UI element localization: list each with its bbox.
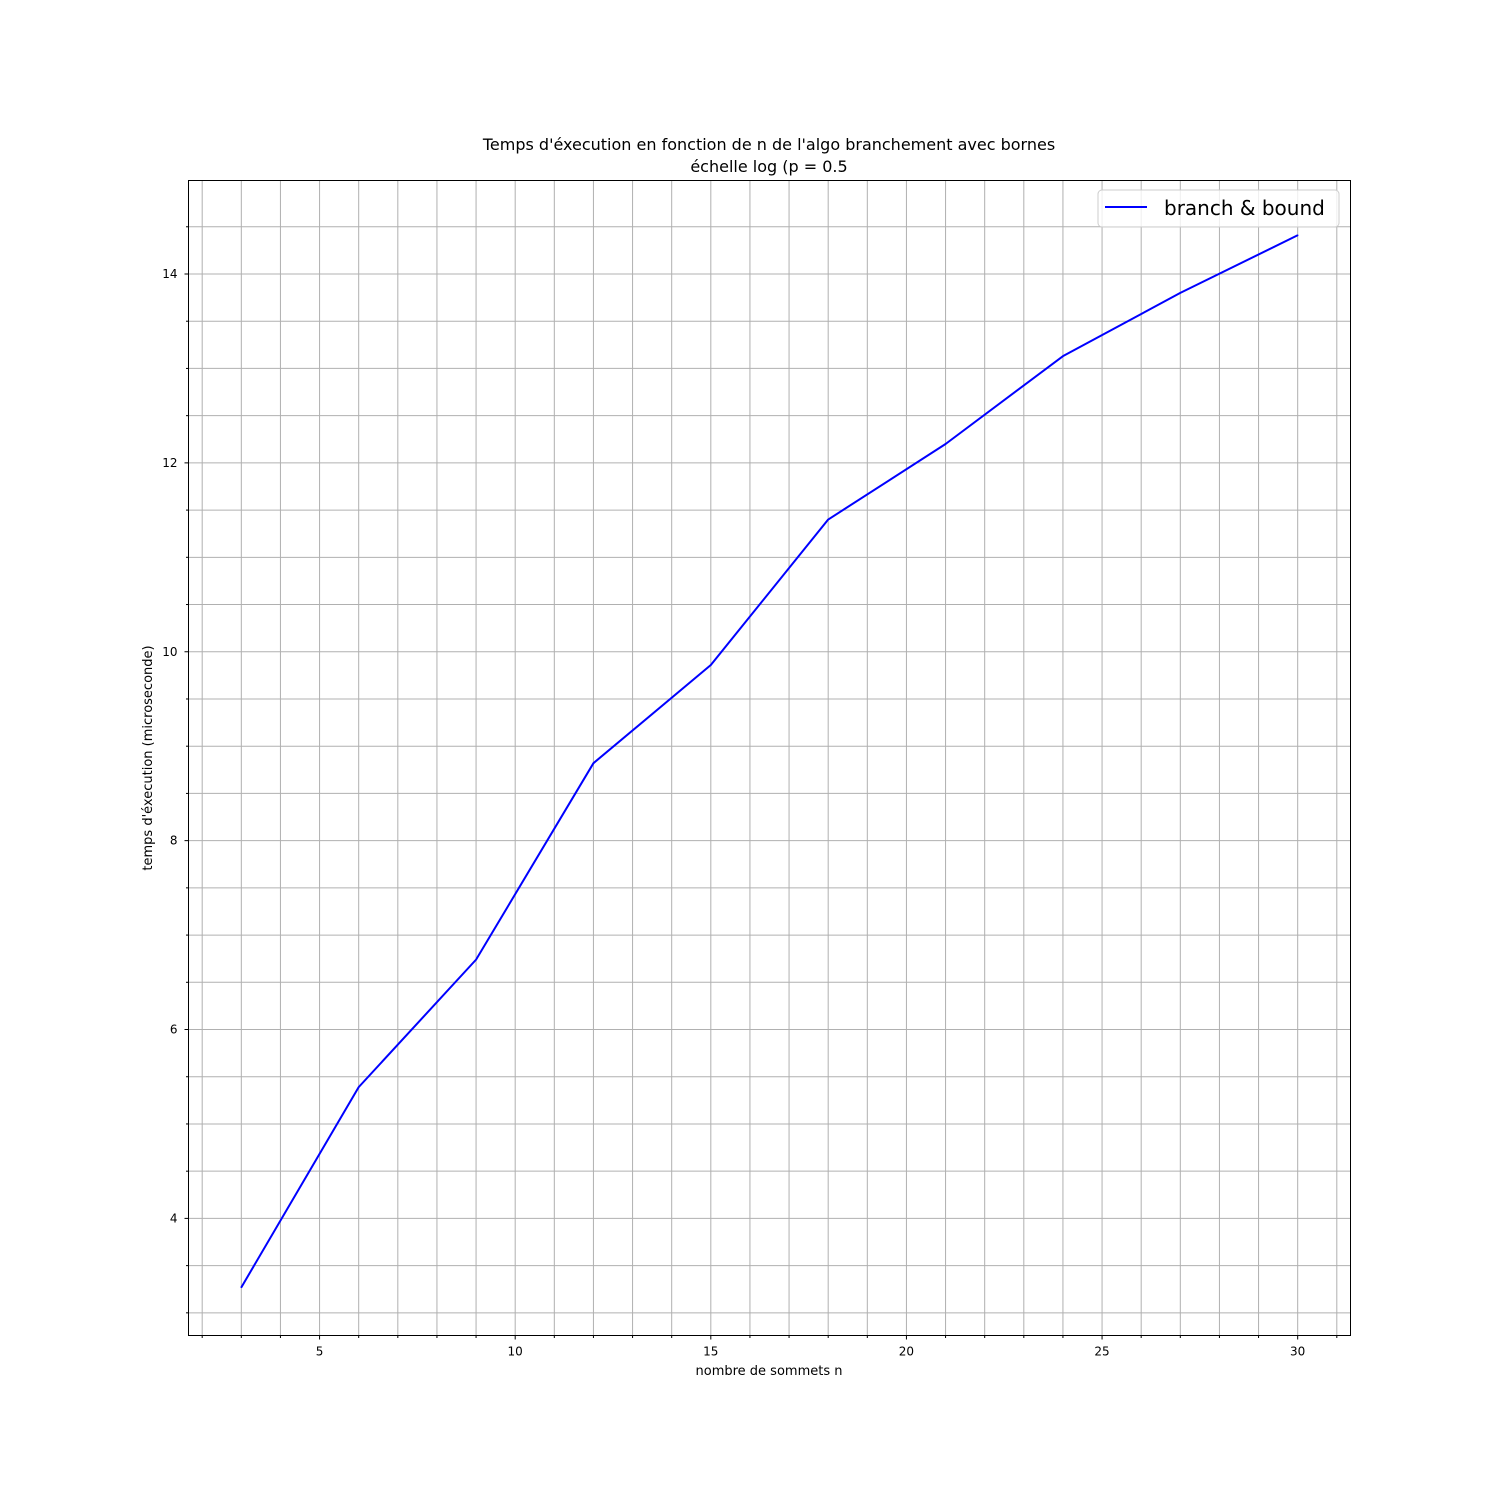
x-tick-label: 10 — [508, 1345, 523, 1359]
data-point — [1062, 355, 1064, 357]
legend: branch & bound — [1097, 189, 1340, 228]
y-axis-label: temps d'éxecution (microseconde) — [141, 645, 156, 870]
ticks: 5 10 15 20 25 30 4 6 8 10 12 14 — [162, 226, 1338, 1359]
chart-title: Temps d'éxecution en fonction de n de l'… — [482, 135, 1055, 154]
chart-subtitle: échelle log (p = 0.5 — [690, 157, 847, 176]
legend-label-branch-and-bound: branch & bound — [1164, 196, 1325, 220]
data-point — [1179, 292, 1182, 294]
legend-box — [1097, 189, 1340, 228]
y-tick-label: 8 — [170, 834, 178, 848]
x-tick-label: 5 — [316, 1345, 324, 1359]
plot-frame — [188, 180, 1351, 1336]
y-tick-label: 10 — [162, 645, 177, 659]
data-point — [240, 1286, 243, 1289]
x-tick-label: 30 — [1290, 1345, 1305, 1359]
data-point — [1296, 234, 1299, 237]
y-tick-label: 4 — [170, 1211, 178, 1225]
y-tick-label: 14 — [162, 267, 177, 281]
y-tick-label: 12 — [162, 456, 177, 470]
data-point — [357, 1086, 360, 1088]
series-layer — [240, 234, 1299, 1289]
data-point — [475, 958, 477, 961]
series-line-branch-and-bound — [240, 234, 1299, 1288]
data-point — [592, 762, 595, 764]
x-axis-label: nombre de sommets n — [696, 1364, 843, 1379]
data-point — [827, 518, 829, 521]
x-tick-label: 15 — [703, 1345, 718, 1359]
data-point — [944, 443, 947, 445]
grid — [188, 180, 1351, 1336]
data-point — [710, 664, 712, 666]
x-tick-label: 20 — [899, 1345, 914, 1359]
y-tick-label: 6 — [170, 1023, 178, 1037]
x-tick-label: 25 — [1094, 1345, 1109, 1359]
